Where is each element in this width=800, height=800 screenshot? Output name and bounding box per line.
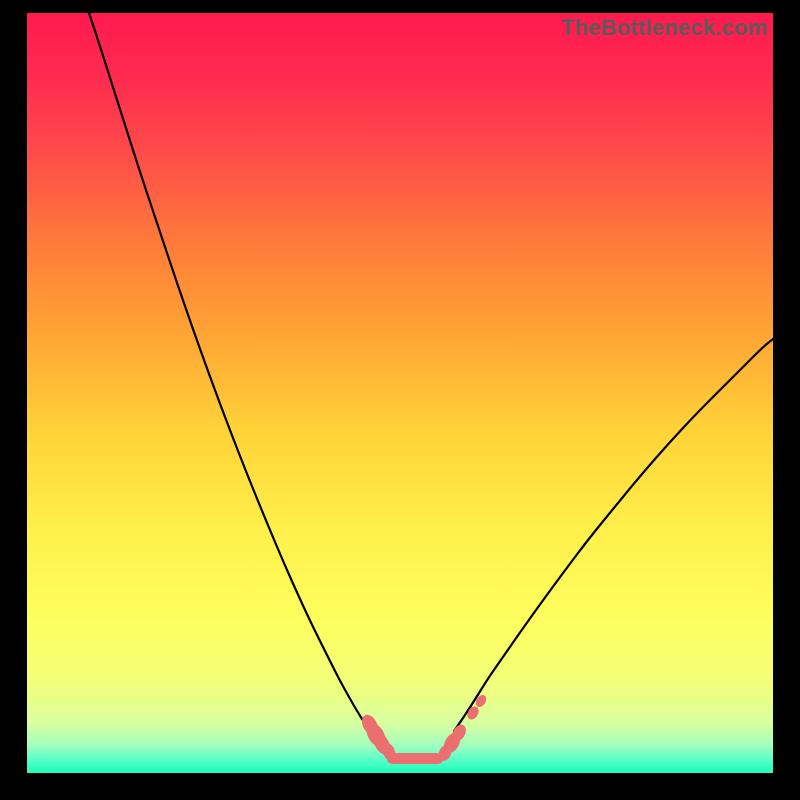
left-curve — [89, 13, 370, 731]
curve-layer — [27, 13, 773, 773]
plot-area — [27, 13, 773, 773]
right-curve — [454, 339, 773, 731]
chart-frame: TheBottleneck.com — [0, 0, 800, 800]
watermark-text: TheBottleneck.com — [562, 15, 768, 41]
valley-blob-cluster — [359, 693, 489, 764]
